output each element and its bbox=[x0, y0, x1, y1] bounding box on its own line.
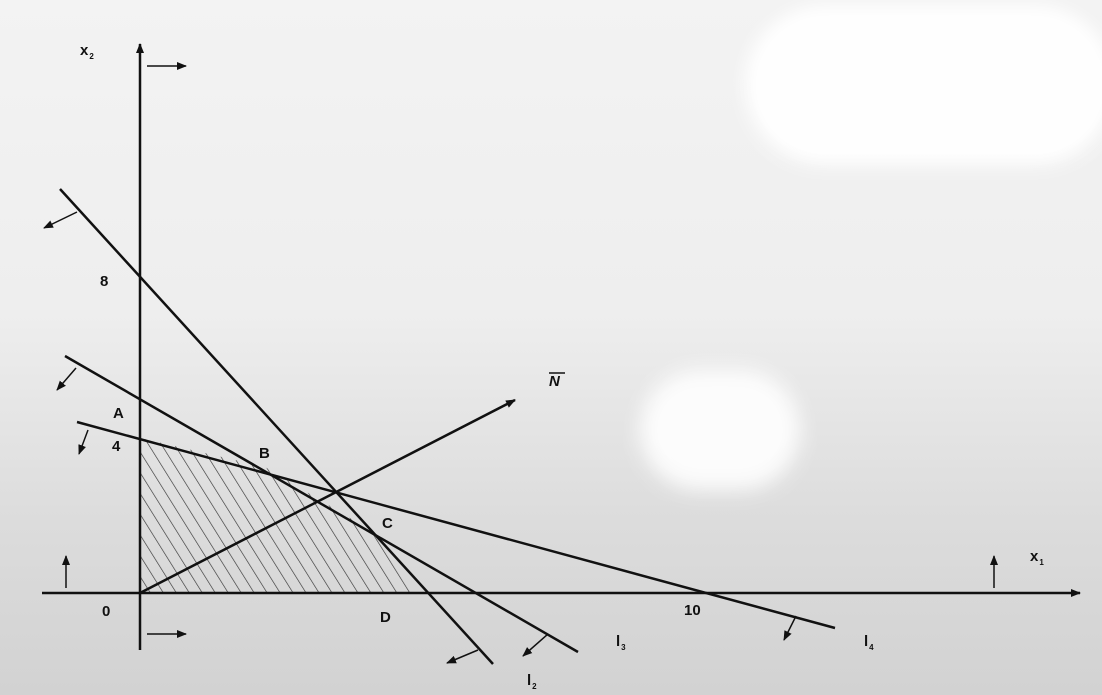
x1-axis-label: x1 bbox=[1030, 548, 1044, 567]
glare-center bbox=[640, 370, 800, 490]
point-label-d: D bbox=[380, 609, 391, 626]
line-l4 bbox=[76, 420, 836, 630]
tick-y-8: 8 bbox=[100, 273, 109, 290]
direction-arrow-l2-bottom bbox=[446, 649, 479, 664]
glare-top-right bbox=[745, 5, 1102, 165]
tick-x-10: 10 bbox=[684, 602, 701, 619]
direction-arrow-l3-top bbox=[56, 367, 77, 391]
direction-arrow-l4-top bbox=[78, 429, 89, 455]
line-l2 bbox=[59, 188, 494, 665]
point-label-b: B bbox=[259, 445, 270, 462]
line-label-l2: l2 bbox=[527, 672, 537, 691]
point-label-c: C bbox=[382, 515, 393, 532]
line-label-l3: l3 bbox=[616, 633, 626, 652]
tick-y-4: 4 bbox=[112, 438, 121, 455]
line-l3 bbox=[64, 354, 579, 654]
direction-arrow-l2-top bbox=[43, 211, 78, 229]
direction-arrow-l4-bottom bbox=[783, 615, 797, 641]
direction-arrow-l3-bottom bbox=[522, 633, 549, 657]
point-label-a: A bbox=[113, 405, 124, 422]
vector-label: N bbox=[549, 373, 560, 390]
tick-origin: 0 bbox=[102, 603, 111, 620]
line-label-l4: l4 bbox=[864, 633, 874, 652]
feasible-region bbox=[140, 438, 420, 593]
x2-axis-label: x2 bbox=[80, 42, 94, 61]
normal-vector bbox=[139, 398, 516, 595]
